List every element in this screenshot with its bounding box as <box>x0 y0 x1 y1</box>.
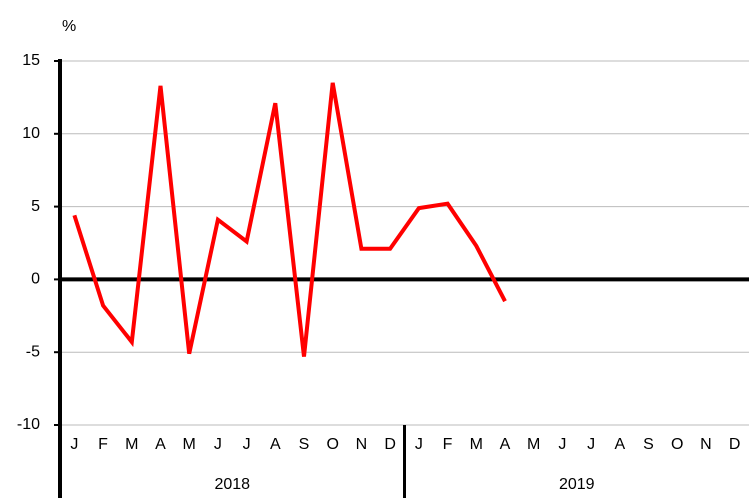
x-tick-label: A <box>614 436 625 453</box>
x-group-label: 2019 <box>559 476 595 493</box>
x-tick-label: M <box>183 436 196 453</box>
x-tick-label: M <box>527 436 540 453</box>
x-tick-label: N <box>700 436 712 453</box>
x-tick-label: F <box>98 436 108 453</box>
y-tick-label: -5 <box>26 343 40 360</box>
y-tick-label: -10 <box>17 416 40 433</box>
y-unit: % <box>62 18 76 35</box>
x-tick-label: A <box>155 436 166 453</box>
x-tick-label: J <box>558 436 566 453</box>
x-tick-label: S <box>643 436 654 453</box>
x-tick-label: J <box>243 436 251 453</box>
x-tick-label: D <box>384 436 396 453</box>
y-tick-label: 0 <box>31 271 40 288</box>
x-tick-label: J <box>70 436 78 453</box>
x-tick-label: F <box>443 436 453 453</box>
y-tick-label: 10 <box>22 125 40 142</box>
x-tick-label: O <box>327 436 339 453</box>
y-tick-label: 15 <box>22 52 40 69</box>
x-tick-label: J <box>214 436 222 453</box>
x-tick-label: A <box>500 436 511 453</box>
x-tick-label: A <box>270 436 281 453</box>
y-tick-label: 5 <box>31 198 40 215</box>
x-tick-label: O <box>671 436 683 453</box>
x-tick-label: J <box>587 436 595 453</box>
x-group-label: 2018 <box>214 476 250 493</box>
x-tick-label: M <box>125 436 138 453</box>
x-tick-label: D <box>729 436 741 453</box>
x-tick-label: S <box>299 436 310 453</box>
x-tick-label: M <box>470 436 483 453</box>
x-tick-label: J <box>415 436 423 453</box>
series-line <box>72 82 507 357</box>
x-tick-label: N <box>356 436 368 453</box>
